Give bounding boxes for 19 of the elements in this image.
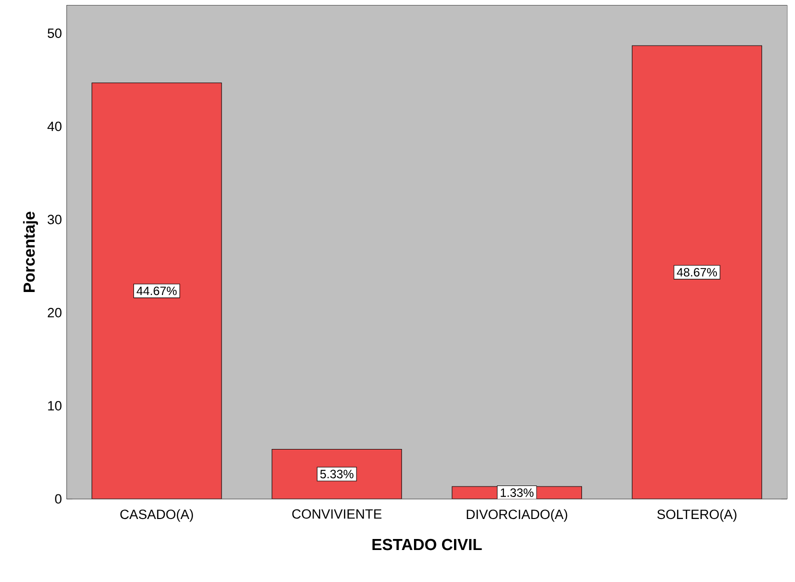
bar	[272, 449, 402, 500]
y-tick-label: 0	[55, 494, 62, 504]
y-axis-title: Porcentaje	[23, 212, 38, 292]
x-tick-label: SOLTERO(A)	[657, 509, 736, 522]
x-tick-label: CASADO(A)	[120, 509, 193, 522]
data-label: 44.67%	[136, 286, 177, 296]
data-label: 1.33%	[500, 488, 534, 498]
x-tick-label: CONVIVIENTE	[292, 509, 382, 519]
bar	[632, 46, 762, 500]
data-label: 5.33%	[320, 470, 354, 479]
data-label: 48.67%	[676, 268, 717, 277]
y-tick-label: 10	[48, 401, 62, 411]
y-tick-label: 50	[48, 28, 62, 38]
x-axis-title: ESTADO CIVIL	[372, 539, 482, 550]
y-tick-label: 30	[48, 214, 62, 224]
bar	[92, 82, 222, 500]
y-tick-label: 40	[47, 122, 62, 132]
y-tick-label: 20	[48, 308, 62, 318]
x-tick-label: DIVORCIADO(A)	[466, 509, 568, 522]
